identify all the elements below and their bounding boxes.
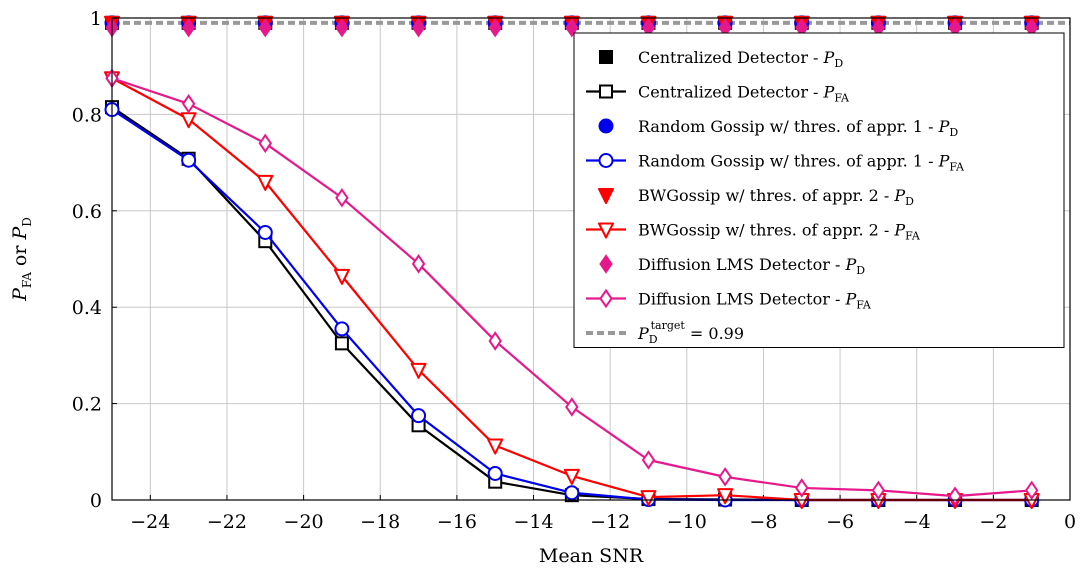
data-point xyxy=(488,17,502,38)
data-point xyxy=(487,438,504,455)
legend-label: Centralized Detector - PD xyxy=(638,48,843,70)
y-tick-label: 0.6 xyxy=(72,201,102,223)
data-point xyxy=(640,490,657,507)
data-point xyxy=(257,174,274,191)
legend-item: Random Gossip w/ thres. of appr. 1 - PFA xyxy=(586,152,965,174)
legend-item: BWGossip w/ thres. of appr. 2 - PFA xyxy=(586,221,921,243)
plot-frame xyxy=(111,17,1071,501)
x-axis-label: Mean SNR xyxy=(539,545,644,567)
legend-label: Random Gossip w/ thres. of appr. 1 - PD xyxy=(638,117,958,139)
data-point xyxy=(565,17,579,38)
data-point xyxy=(717,488,734,505)
y-tick-label: 0.8 xyxy=(72,104,102,126)
x-tick-label: −14 xyxy=(513,511,553,533)
legend-label: Random Gossip w/ thres. of appr. 1 - PFA xyxy=(638,152,965,174)
data-point xyxy=(563,468,580,485)
data-point xyxy=(488,331,502,351)
legend-marker xyxy=(598,188,614,204)
legend-item: Diffusion LMS Detector - PD xyxy=(599,254,865,277)
x-tick-label: −8 xyxy=(749,511,777,533)
data-point xyxy=(333,268,350,285)
data-point xyxy=(257,224,273,240)
y-axis-label: PFA or PD xyxy=(9,217,34,302)
x-tick-label: −22 xyxy=(207,511,247,533)
y-tick-label: 0.4 xyxy=(72,297,102,319)
data-point xyxy=(181,17,196,38)
data-point xyxy=(410,362,427,379)
x-tick-label: −24 xyxy=(130,511,170,533)
legend-label: BWGossip w/ thres. of appr. 2 - PD xyxy=(638,186,914,208)
series-layer xyxy=(104,15,1040,509)
legend-label: BWGossip w/ thres. of appr. 2 - PFA xyxy=(638,221,921,243)
data-point xyxy=(564,485,580,501)
data-point xyxy=(565,397,579,417)
data-point xyxy=(335,188,349,208)
x-tick-label: −16 xyxy=(437,511,477,533)
legend-label: Centralized Detector - PFA xyxy=(638,83,850,105)
data-point xyxy=(335,17,349,38)
data-point xyxy=(641,450,656,470)
x-tick-label: −20 xyxy=(284,511,324,533)
data-point xyxy=(334,321,350,337)
data-point xyxy=(334,336,349,351)
series-7 xyxy=(105,68,1039,506)
legend-marker xyxy=(598,222,614,239)
data-point xyxy=(258,17,272,38)
data-point xyxy=(180,112,197,129)
x-tick-label: −12 xyxy=(590,511,630,533)
legend-marker xyxy=(599,254,613,274)
data-point xyxy=(487,465,503,481)
y-tick-label: 0.2 xyxy=(72,394,102,416)
legend-box xyxy=(573,32,1065,348)
x-tick-label: −2 xyxy=(979,511,1007,533)
legend-label: PDtarget = 0.99 xyxy=(637,319,744,346)
legend-marker xyxy=(598,153,614,168)
x-tick-label: 0 xyxy=(1064,511,1076,533)
data-point xyxy=(411,254,426,274)
x-tick-label: −10 xyxy=(667,511,707,533)
x-tick-label: −4 xyxy=(903,511,931,533)
legend-marker xyxy=(598,118,614,134)
legend-item: BWGossip w/ thres. of appr. 2 - PD xyxy=(598,186,914,208)
data-point xyxy=(718,467,732,487)
legend-label: Diffusion LMS Detector - PD xyxy=(638,255,865,277)
legend-marker xyxy=(599,50,613,64)
data-point xyxy=(795,478,809,498)
x-tick-label: −18 xyxy=(360,511,400,533)
data-point xyxy=(181,94,196,114)
legend-marker xyxy=(599,288,613,309)
y-tick-label: 1 xyxy=(90,8,102,30)
legend-item: Random Gossip w/ thres. of appr. 1 - PD xyxy=(598,117,958,139)
legend-item-target: PDtarget = 0.99 xyxy=(586,319,744,346)
x-tick-label: −6 xyxy=(826,511,854,533)
y-tick-labels: 0 0.2 0.4 0.6 0.8 1 xyxy=(72,8,102,512)
data-point xyxy=(1024,480,1039,501)
legend-item: Diffusion LMS Detector - PFA xyxy=(586,288,872,312)
data-point xyxy=(258,133,272,154)
legend-item: Centralized Detector - PD xyxy=(599,48,843,70)
data-point xyxy=(411,408,427,424)
legend-label: Diffusion LMS Detector - PFA xyxy=(638,290,872,312)
series-6 xyxy=(105,17,1039,38)
data-point xyxy=(411,17,426,38)
y-tick-label: 0 xyxy=(90,490,102,512)
legend-marker xyxy=(599,84,613,99)
legend-item: Centralized Detector - PFA xyxy=(586,83,850,105)
data-point xyxy=(181,152,197,168)
x-tick-labels: −24 −22 −20 −18 −16 −14 −12 −10 −8 −6 −4 −2 0 xyxy=(130,511,1076,533)
legend: Centralized Detector - PD Centralized Det… xyxy=(573,32,1065,348)
data-point xyxy=(871,480,886,501)
